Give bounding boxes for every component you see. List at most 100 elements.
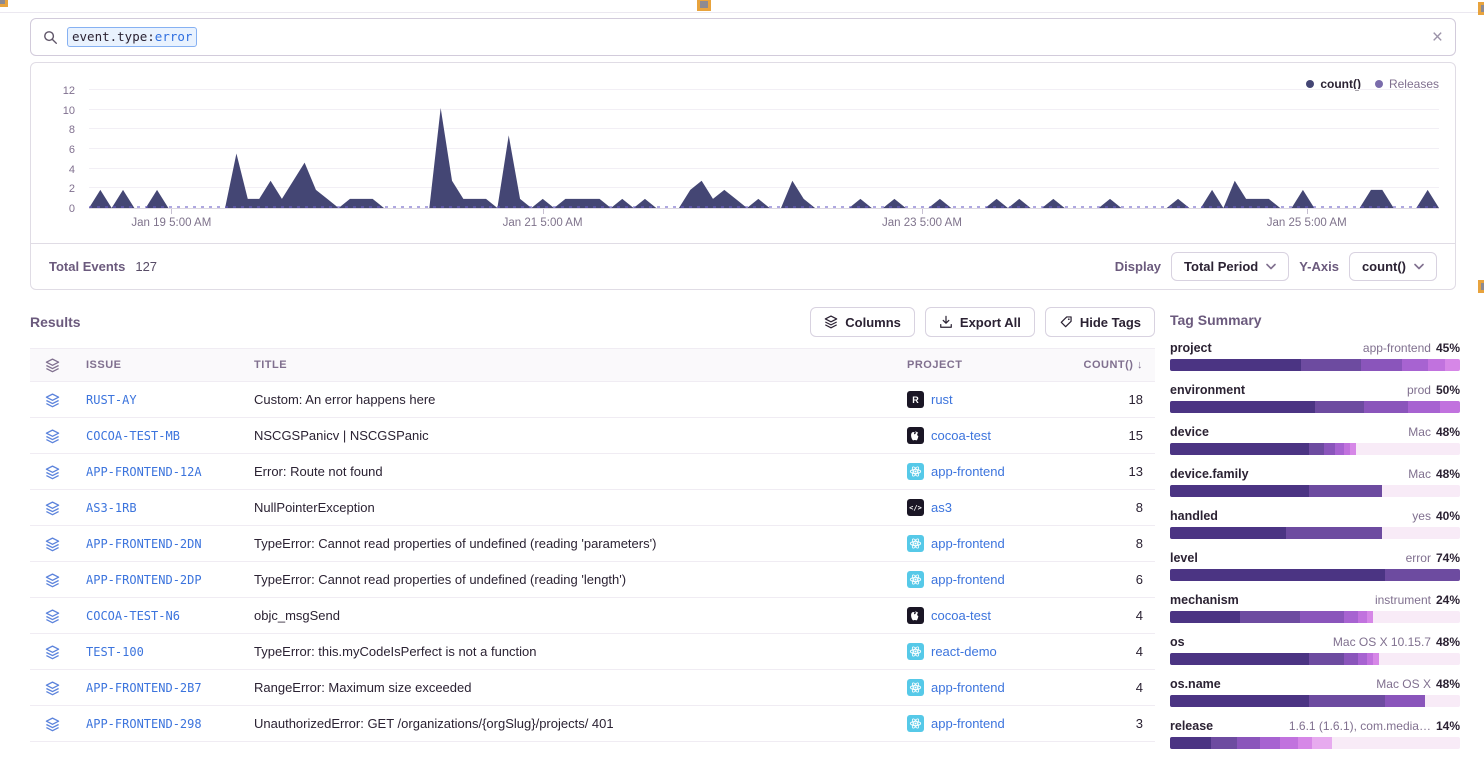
- issue-title: Custom: An error happens here: [254, 392, 435, 407]
- tag-bar-segment: [1358, 653, 1367, 665]
- issue-link[interactable]: COCOA-TEST-N6: [86, 609, 180, 623]
- issue-icon-column-header: [30, 349, 74, 382]
- tag-row[interactable]: osMac OS X 10.15.748%: [1170, 635, 1460, 665]
- tag-distribution-bar[interactable]: [1170, 737, 1460, 749]
- project-link[interactable]: react-demo: [931, 644, 997, 659]
- tag-bar-segment: [1428, 359, 1445, 371]
- tag-row[interactable]: os.nameMac OS X48%: [1170, 677, 1460, 707]
- issue-link[interactable]: AS3-1RB: [86, 501, 137, 515]
- issue-link[interactable]: APP-FRONTEND-12A: [86, 465, 202, 479]
- tag-bar-segment: [1260, 737, 1280, 749]
- project-link[interactable]: app-frontend: [931, 464, 1005, 479]
- tag-distribution-bar[interactable]: [1170, 401, 1460, 413]
- issue-title: Error: Route not found: [254, 464, 383, 479]
- issue-cell: COCOA-TEST-MB: [74, 418, 242, 454]
- tag-row[interactable]: environmentprod50%: [1170, 383, 1460, 413]
- count-legend-dot-icon: [1306, 80, 1314, 88]
- search-bar[interactable]: event.type:error ×: [30, 18, 1456, 56]
- tag-percent: 50%: [1436, 383, 1460, 397]
- tag-top-value: app-frontend: [1363, 341, 1431, 355]
- issue-cell: TEST-100: [74, 634, 242, 670]
- chart-plot-area[interactable]: Jan 19 5:00 AMJan 21 5:00 AMJan 23 5:00 …: [89, 91, 1439, 209]
- y-axis-tick-label: 6: [69, 144, 75, 156]
- tag-bar-segment: [1240, 611, 1301, 623]
- issue-icon-cell: [30, 526, 74, 562]
- search-query-token[interactable]: event.type:error: [67, 27, 197, 47]
- count-cell: 4: [1060, 598, 1155, 634]
- tag-row[interactable]: handledyes40%: [1170, 509, 1460, 539]
- yaxis-dropdown[interactable]: count(): [1349, 252, 1437, 281]
- hide-tags-button-label: Hide Tags: [1080, 315, 1141, 330]
- search-query-key: event.type:: [72, 29, 155, 44]
- react-logo-icon: [907, 463, 924, 480]
- project-link[interactable]: app-frontend: [931, 536, 1005, 551]
- issue-link[interactable]: APP-FRONTEND-2DN: [86, 537, 202, 551]
- sort-desc-icon[interactable]: ↓: [1137, 359, 1143, 371]
- project-link[interactable]: cocoa-test: [931, 428, 991, 443]
- tag-bar-segment: [1170, 485, 1309, 497]
- tag-distribution-bar[interactable]: [1170, 485, 1460, 497]
- x-axis-tick: [922, 209, 923, 214]
- selection-handle[interactable]: [0, 0, 8, 7]
- table-row: TEST-100TypeError: this.myCodeIsPerfect …: [30, 634, 1155, 670]
- export-all-button[interactable]: Export All: [925, 307, 1035, 337]
- tag-distribution-bar[interactable]: [1170, 527, 1460, 539]
- tag-bar-remainder: [1382, 485, 1460, 497]
- tag-distribution-bar[interactable]: [1170, 443, 1460, 455]
- title-column-header[interactable]: TITLE: [242, 349, 895, 382]
- issue-column-header[interactable]: ISSUE: [74, 349, 242, 382]
- issue-link[interactable]: RUST-AY: [86, 393, 137, 407]
- issue-link[interactable]: APP-FRONTEND-298: [86, 717, 202, 731]
- issue-link[interactable]: COCOA-TEST-MB: [86, 429, 180, 443]
- tag-row[interactable]: levelerror74%: [1170, 551, 1460, 581]
- tag-distribution-bar[interactable]: [1170, 569, 1460, 581]
- tag-distribution-bar[interactable]: [1170, 611, 1460, 623]
- tag-row[interactable]: projectapp-frontend45%: [1170, 341, 1460, 371]
- tag-bar-remainder: [1373, 611, 1460, 623]
- count-column-header[interactable]: COUNT() ↓: [1060, 349, 1155, 382]
- tag-percent: 14%: [1436, 719, 1460, 733]
- project-link[interactable]: app-frontend: [931, 680, 1005, 695]
- tag-row[interactable]: release1.6.1 (1.6.1), com.media…14%: [1170, 719, 1460, 749]
- tag-row[interactable]: device.familyMac48%: [1170, 467, 1460, 497]
- project-cell: Rrust: [895, 382, 1060, 418]
- project-link[interactable]: as3: [931, 500, 952, 515]
- table-row: APP-FRONTEND-298UnauthorizedError: GET /…: [30, 706, 1155, 742]
- tag-top-value: instrument: [1375, 593, 1431, 607]
- tag-bar-segment: [1298, 737, 1313, 749]
- project-link[interactable]: app-frontend: [931, 716, 1005, 731]
- columns-button[interactable]: Columns: [810, 307, 915, 337]
- selection-handle[interactable]: [1478, 280, 1484, 293]
- issue-icon-cell: [30, 454, 74, 490]
- tag-bar-segment: [1309, 443, 1324, 455]
- issue-link[interactable]: APP-FRONTEND-2DP: [86, 573, 202, 587]
- issue-cell: APP-FRONTEND-2DN: [74, 526, 242, 562]
- tag-distribution-bar[interactable]: [1170, 653, 1460, 665]
- react-logo-icon: [907, 535, 924, 552]
- tag-row[interactable]: mechanisminstrument24%: [1170, 593, 1460, 623]
- selection-handle[interactable]: [1478, 2, 1484, 15]
- issue-stack-icon: [45, 537, 60, 552]
- project-column-header[interactable]: PROJECT: [895, 349, 1060, 382]
- title-cell: objc_msgSend: [242, 598, 895, 634]
- search-icon: [43, 30, 58, 45]
- tag-distribution-bar[interactable]: [1170, 695, 1460, 707]
- display-dropdown[interactable]: Total Period: [1171, 252, 1289, 281]
- issue-link[interactable]: APP-FRONTEND-2B7: [86, 681, 202, 695]
- hide-tags-button[interactable]: Hide Tags: [1045, 307, 1155, 337]
- tag-bar-segment: [1364, 401, 1408, 413]
- tag-summary-panel: Tag Summary projectapp-frontend45%enviro…: [1170, 312, 1460, 758]
- tag-row[interactable]: deviceMac48%: [1170, 425, 1460, 455]
- project-link[interactable]: app-frontend: [931, 572, 1005, 587]
- events-chart[interactable]: 024681012 Jan 19 5:00 AMJan 21 5:00 AMJa…: [47, 91, 1439, 251]
- selection-handle[interactable]: [697, 0, 711, 11]
- project-link[interactable]: cocoa-test: [931, 608, 991, 623]
- issue-link[interactable]: TEST-100: [86, 645, 144, 659]
- tag-name: mechanism: [1170, 593, 1239, 607]
- tag-top-value: prod: [1407, 383, 1431, 397]
- clear-search-icon[interactable]: ×: [1432, 28, 1443, 47]
- project-link[interactable]: rust: [931, 392, 953, 407]
- results-heading: Results: [30, 314, 81, 330]
- tag-distribution-bar[interactable]: [1170, 359, 1460, 371]
- project-cell: cocoa-test: [895, 598, 1060, 634]
